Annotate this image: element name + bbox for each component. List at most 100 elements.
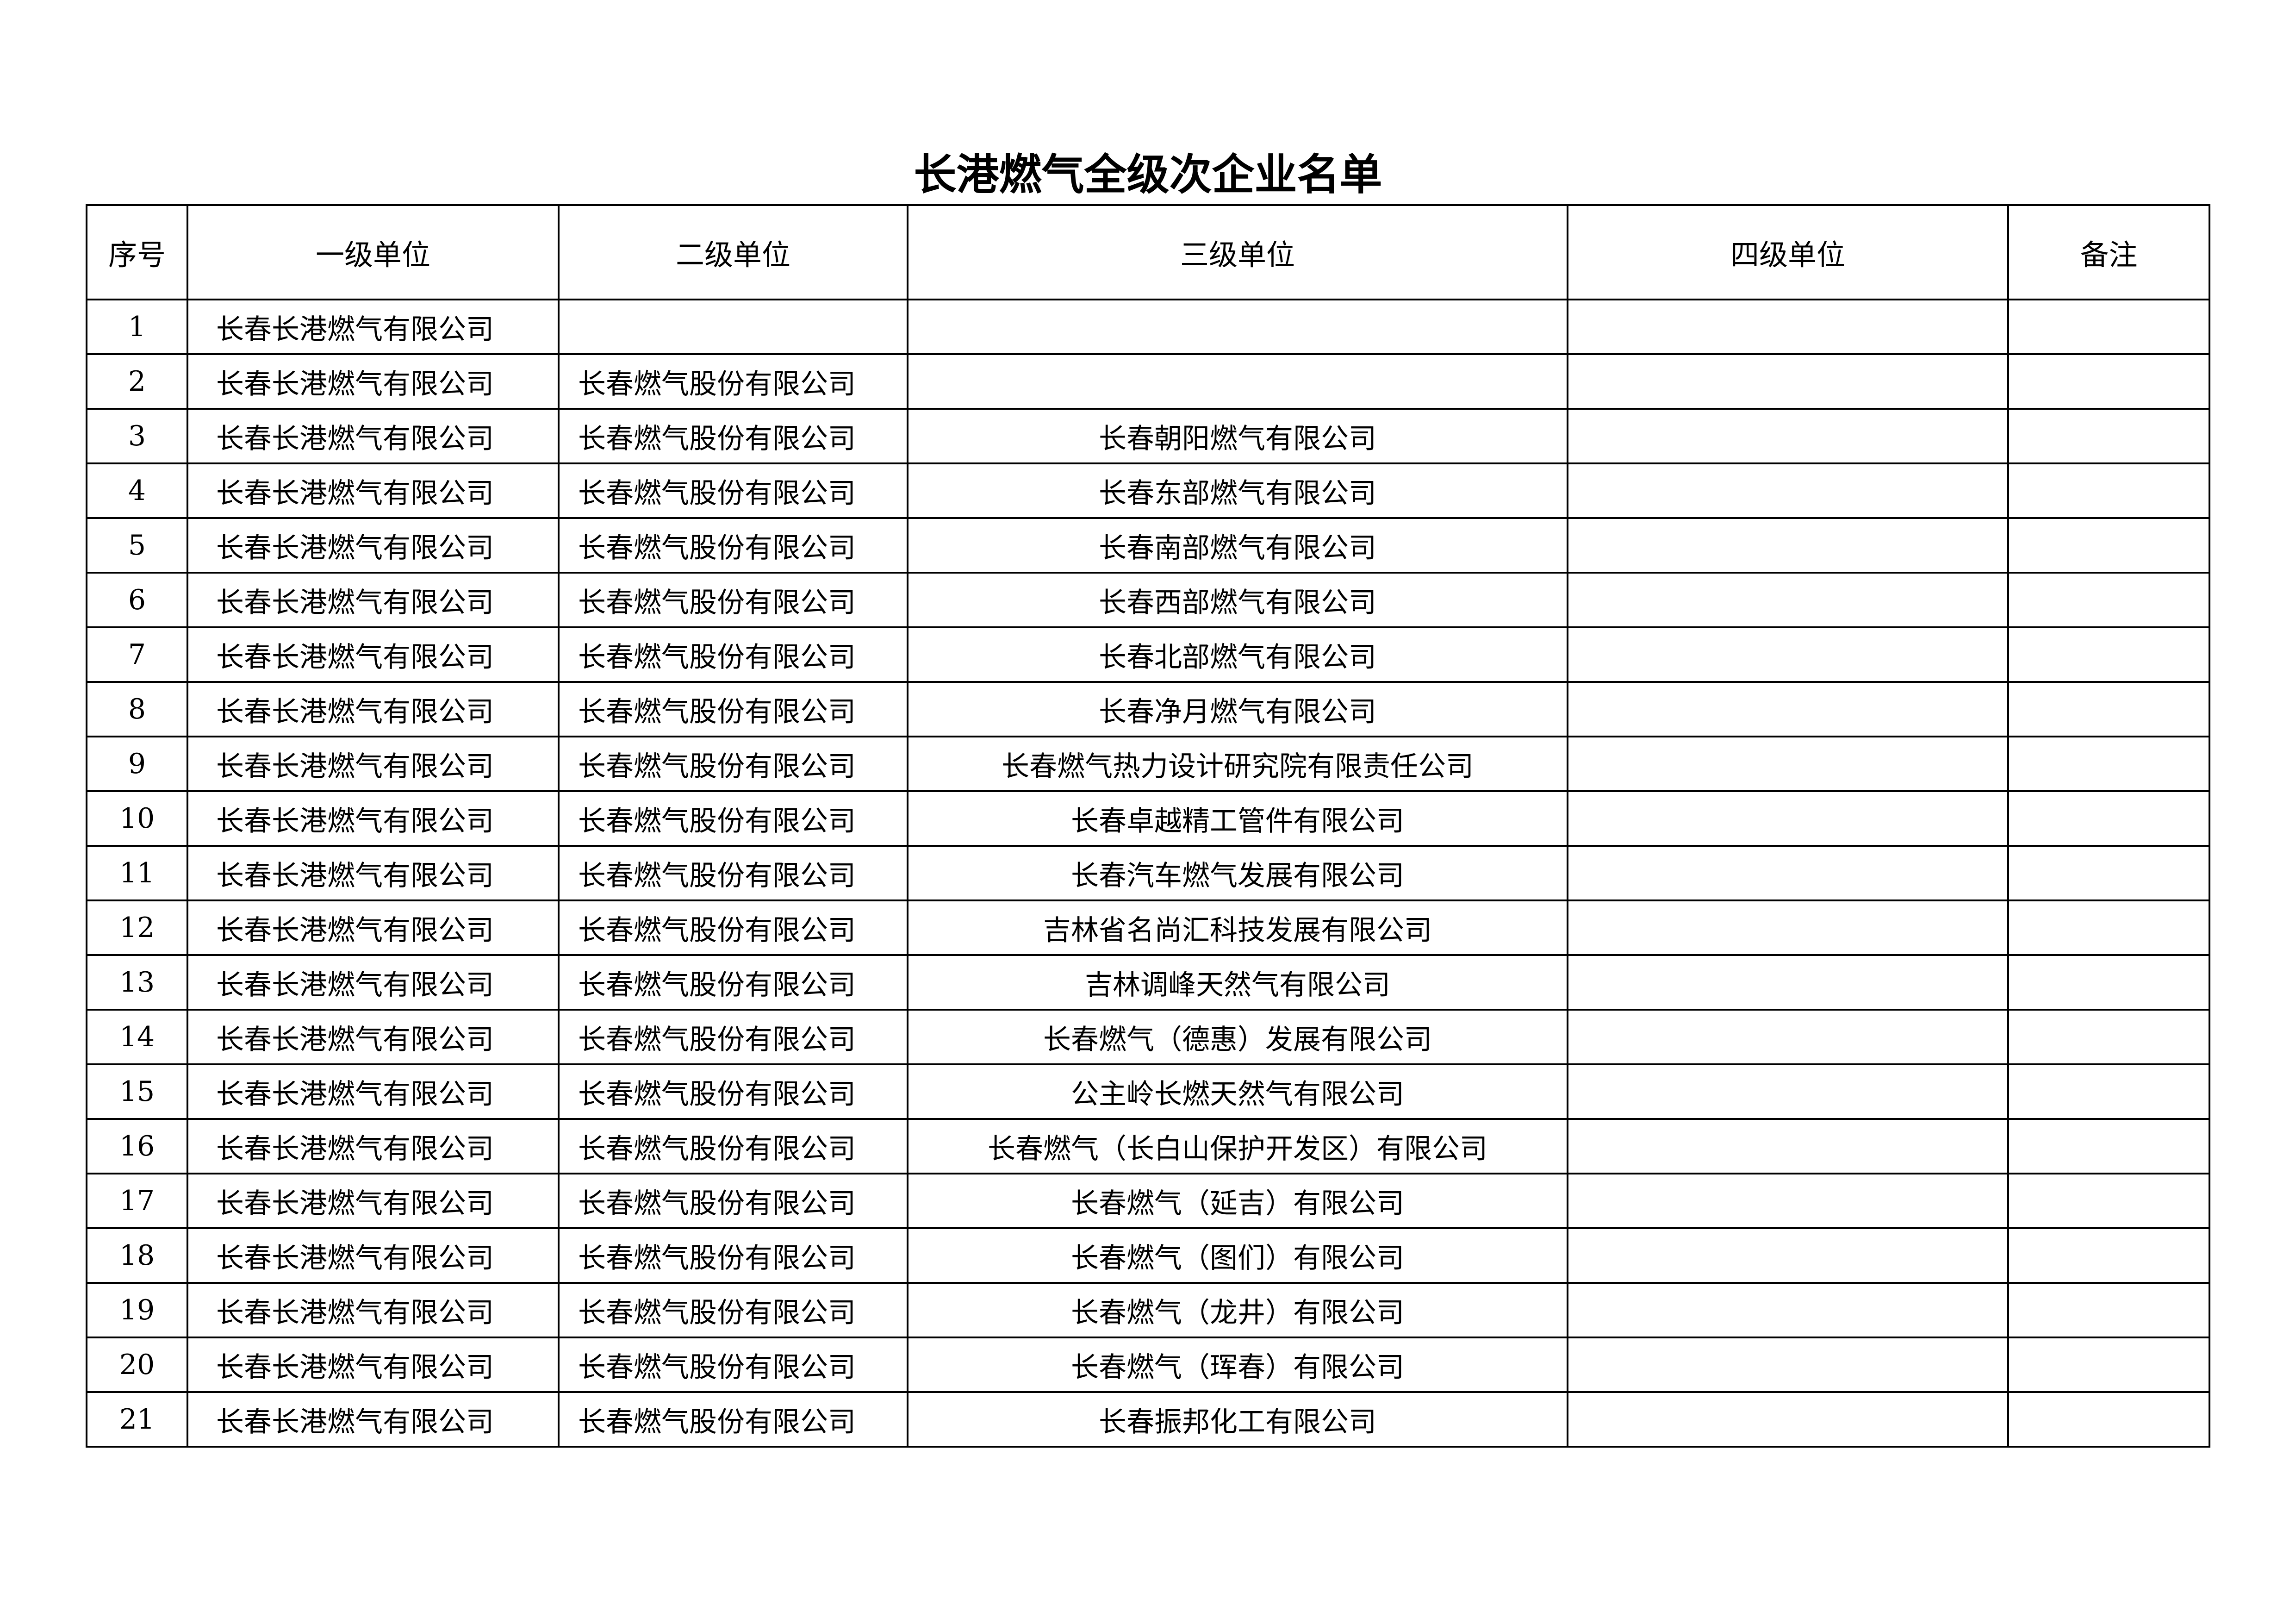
cell-level1: 长春长港燃气有限公司 xyxy=(187,1391,560,1448)
enterprise-table: 序号 一级单位 二级单位 三级单位 四级单位 备注 1 长春长港燃气有限公司 2 长春… xyxy=(86,204,2210,1448)
cell-remarks xyxy=(2007,353,2210,410)
table-row: 8 长春长港燃气有限公司 长春燃气股份有限公司 长春净月燃气有限公司 xyxy=(86,681,2210,737)
cell-level1: 长春长港燃气有限公司 xyxy=(187,1337,560,1393)
cell-seq: 11 xyxy=(86,845,188,901)
cell-seq: 5 xyxy=(86,517,188,574)
cell-remarks xyxy=(2007,408,2210,464)
cell-seq: 13 xyxy=(86,954,188,1011)
cell-level3: 长春朝阳燃气有限公司 xyxy=(907,408,1568,464)
cell-level1: 长春长港燃气有限公司 xyxy=(187,462,560,519)
cell-level4 xyxy=(1567,1391,2009,1448)
cell-level4 xyxy=(1567,1227,2009,1284)
cell-level4 xyxy=(1567,954,2009,1011)
cell-level3: 长春西部燃气有限公司 xyxy=(907,572,1568,628)
cell-level3: 长春汽车燃气发展有限公司 xyxy=(907,845,1568,901)
cell-seq: 14 xyxy=(86,1009,188,1065)
cell-level2: 长春燃气股份有限公司 xyxy=(558,462,908,519)
table-row: 3 长春长港燃气有限公司 长春燃气股份有限公司 长春朝阳燃气有限公司 xyxy=(86,408,2210,464)
cell-level4 xyxy=(1567,626,2009,683)
table-row: 19 长春长港燃气有限公司 长春燃气股份有限公司 长春燃气（龙井）有限公司 xyxy=(86,1282,2210,1338)
cell-level4 xyxy=(1567,1063,2009,1120)
cell-level4 xyxy=(1567,845,2009,901)
cell-remarks xyxy=(2007,1063,2210,1120)
cell-remarks xyxy=(2007,954,2210,1011)
cell-remarks xyxy=(2007,1118,2210,1174)
cell-remarks xyxy=(2007,299,2210,355)
cell-remarks xyxy=(2007,1282,2210,1338)
cell-level3: 长春卓越精工管件有限公司 xyxy=(907,790,1568,847)
cell-seq: 10 xyxy=(86,790,188,847)
cell-level2: 长春燃气股份有限公司 xyxy=(558,1337,908,1393)
cell-seq: 6 xyxy=(86,572,188,628)
cell-level1: 长春长港燃气有限公司 xyxy=(187,408,560,464)
cell-remarks xyxy=(2007,517,2210,574)
cell-level4 xyxy=(1567,736,2009,792)
cell-level3: 长春燃气（长白山保护开发区）有限公司 xyxy=(907,1118,1568,1174)
table-row: 13 长春长港燃气有限公司 长春燃气股份有限公司 吉林调峰天然气有限公司 xyxy=(86,954,2210,1011)
cell-level2: 长春燃气股份有限公司 xyxy=(558,572,908,628)
cell-level2: 长春燃气股份有限公司 xyxy=(558,899,908,956)
cell-level1: 长春长港燃气有限公司 xyxy=(187,899,560,956)
cell-level3: 长春燃气（龙井）有限公司 xyxy=(907,1282,1568,1338)
cell-seq: 9 xyxy=(86,736,188,792)
table-row: 2 长春长港燃气有限公司 长春燃气股份有限公司 xyxy=(86,353,2210,410)
cell-seq: 17 xyxy=(86,1173,188,1229)
cell-level4 xyxy=(1567,353,2009,410)
cell-remarks xyxy=(2007,1173,2210,1229)
cell-level3: 长春燃气热力设计研究院有限责任公司 xyxy=(907,736,1568,792)
cell-seq: 8 xyxy=(86,681,188,737)
table-body: 1 长春长港燃气有限公司 2 长春长港燃气有限公司 长春燃气股份有限公司 3 长春长港燃气有… xyxy=(86,299,2210,1448)
cell-seq: 20 xyxy=(86,1337,188,1393)
cell-seq: 21 xyxy=(86,1391,188,1448)
table-row: 4 长春长港燃气有限公司 长春燃气股份有限公司 长春东部燃气有限公司 xyxy=(86,462,2210,519)
cell-level4 xyxy=(1567,1282,2009,1338)
cell-remarks xyxy=(2007,790,2210,847)
cell-remarks xyxy=(2007,462,2210,519)
cell-level4 xyxy=(1567,517,2009,574)
cell-level2: 长春燃气股份有限公司 xyxy=(558,626,908,683)
cell-seq: 7 xyxy=(86,626,188,683)
cell-remarks xyxy=(2007,626,2210,683)
cell-level3: 长春净月燃气有限公司 xyxy=(907,681,1568,737)
cell-level3: 长春北部燃气有限公司 xyxy=(907,626,1568,683)
cell-seq: 18 xyxy=(86,1227,188,1284)
cell-level2: 长春燃气股份有限公司 xyxy=(558,1227,908,1284)
table-row: 7 长春长港燃气有限公司 长春燃气股份有限公司 长春北部燃气有限公司 xyxy=(86,626,2210,683)
header-level4: 四级单位 xyxy=(1567,204,2009,300)
cell-level3: 长春东部燃气有限公司 xyxy=(907,462,1568,519)
cell-seq: 12 xyxy=(86,899,188,956)
table-row: 21 长春长港燃气有限公司 长春燃气股份有限公司 长春振邦化工有限公司 xyxy=(86,1391,2210,1448)
cell-level4 xyxy=(1567,899,2009,956)
cell-seq: 16 xyxy=(86,1118,188,1174)
cell-level4 xyxy=(1567,572,2009,628)
table-row: 9 长春长港燃气有限公司 长春燃气股份有限公司 长春燃气热力设计研究院有限责任公司 xyxy=(86,736,2210,792)
cell-level4 xyxy=(1567,408,2009,464)
cell-seq: 4 xyxy=(86,462,188,519)
cell-remarks xyxy=(2007,1391,2210,1448)
table-row: 11 长春长港燃气有限公司 长春燃气股份有限公司 长春汽车燃气发展有限公司 xyxy=(86,845,2210,901)
header-level3: 三级单位 xyxy=(907,204,1568,300)
cell-level1: 长春长港燃气有限公司 xyxy=(187,1009,560,1065)
cell-level1: 长春长港燃气有限公司 xyxy=(187,736,560,792)
cell-level2: 长春燃气股份有限公司 xyxy=(558,408,908,464)
table-row: 14 长春长港燃气有限公司 长春燃气股份有限公司 长春燃气（德惠）发展有限公司 xyxy=(86,1009,2210,1065)
cell-level2: 长春燃气股份有限公司 xyxy=(558,790,908,847)
cell-remarks xyxy=(2007,845,2210,901)
cell-level2: 长春燃气股份有限公司 xyxy=(558,1282,908,1338)
cell-level4 xyxy=(1567,1337,2009,1393)
page-title: 长港燃气全级次企业名单 xyxy=(914,150,1382,200)
cell-level2: 长春燃气股份有限公司 xyxy=(558,517,908,574)
cell-level4 xyxy=(1567,1009,2009,1065)
cell-level2: 长春燃气股份有限公司 xyxy=(558,681,908,737)
cell-remarks xyxy=(2007,681,2210,737)
cell-level3: 吉林省名尚汇科技发展有限公司 xyxy=(907,899,1568,956)
cell-level2: 长春燃气股份有限公司 xyxy=(558,736,908,792)
cell-level3: 长春燃气（延吉）有限公司 xyxy=(907,1173,1568,1229)
cell-level4 xyxy=(1567,462,2009,519)
cell-remarks xyxy=(2007,1009,2210,1065)
cell-level3: 公主岭长燃天然气有限公司 xyxy=(907,1063,1568,1120)
cell-seq: 1 xyxy=(86,299,188,355)
table-row: 15 长春长港燃气有限公司 长春燃气股份有限公司 公主岭长燃天然气有限公司 xyxy=(86,1063,2210,1120)
header-level2: 二级单位 xyxy=(558,204,908,300)
cell-level1: 长春长港燃气有限公司 xyxy=(187,1282,560,1338)
